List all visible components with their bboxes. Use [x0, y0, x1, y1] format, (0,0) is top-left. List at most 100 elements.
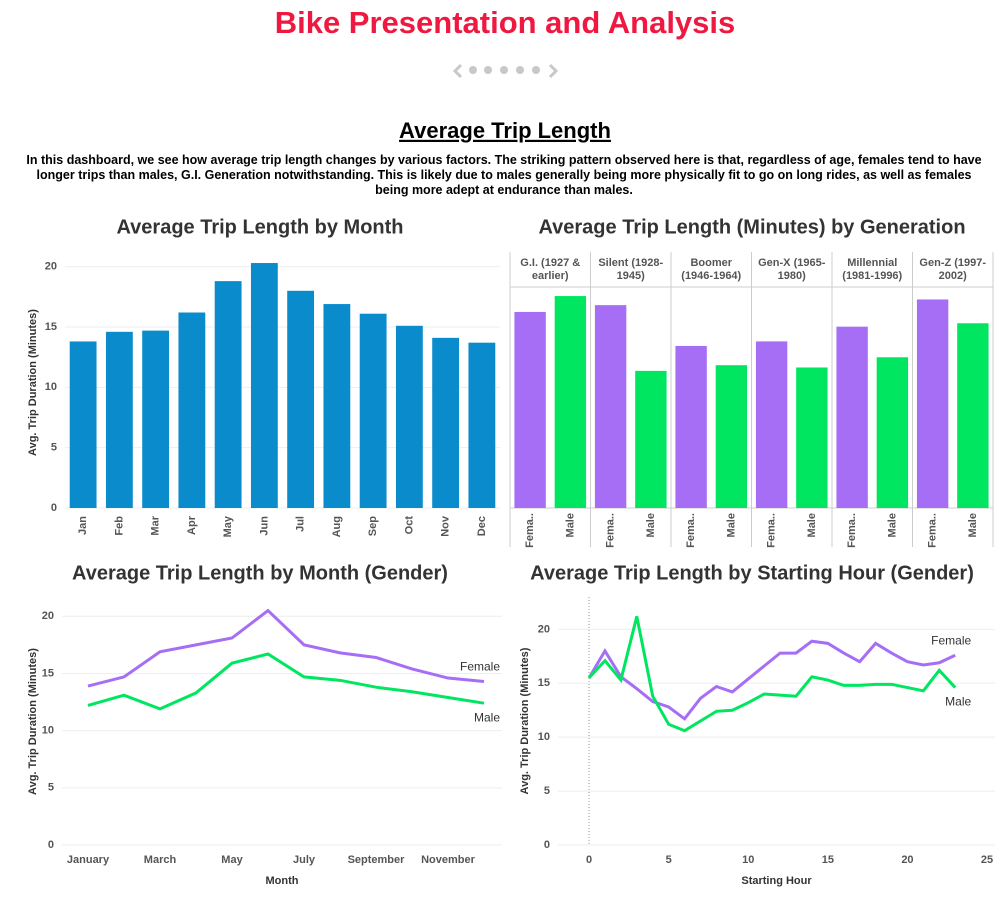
x-tick-label: November — [421, 854, 476, 866]
y-tick-label: 10 — [42, 725, 54, 737]
x-axis-label: Starting Hour — [741, 875, 812, 887]
y-tick-label: 15 — [42, 667, 54, 679]
x-tick-label: 5 — [666, 854, 672, 866]
x-tick-label: 20 — [901, 854, 913, 866]
y-tick-label: 0 — [544, 839, 550, 851]
x-tick-label: Male — [564, 513, 576, 537]
x-tick-label: Sep — [367, 516, 379, 536]
x-tick-label: 10 — [742, 854, 754, 866]
panel-header: Gen-X (1965-1980) — [758, 257, 826, 282]
x-tick-label: May — [222, 515, 234, 537]
y-tick-label: 20 — [42, 610, 54, 622]
x-tick-label: Feb — [113, 516, 125, 536]
bar — [514, 311, 546, 508]
x-tick-label: Fema.. — [685, 513, 697, 548]
prev-arrow[interactable] — [452, 63, 463, 79]
x-tick-label: Jan — [77, 516, 89, 535]
chart-title: Average Trip Length (Minutes) by Generat… — [538, 216, 965, 238]
x-tick-label: Jul — [295, 516, 307, 532]
chart-title: Average Trip Length by Starting Hour (Ge… — [530, 562, 974, 584]
x-tick-label: Aug — [331, 516, 343, 537]
bar — [755, 341, 788, 508]
bar — [715, 365, 748, 508]
bar — [359, 313, 387, 508]
bar — [287, 290, 315, 508]
bar — [635, 370, 667, 508]
y-tick-label: 5 — [51, 442, 57, 454]
panel-header: Silent (1928-1945) — [598, 257, 664, 282]
y-tick-label: 10 — [45, 381, 57, 393]
bar — [916, 299, 949, 508]
x-tick-label: Fema.. — [766, 513, 778, 548]
x-tick-label: July — [293, 854, 316, 866]
nav-dot[interactable] — [516, 66, 524, 74]
next-arrow[interactable] — [548, 63, 559, 79]
x-tick-label: Fema.. — [605, 513, 617, 548]
y-tick-label: 5 — [48, 782, 54, 794]
bar — [554, 296, 587, 508]
panel-header: Millennial (1981-1996) — [842, 257, 903, 282]
nav-dot[interactable] — [469, 66, 477, 74]
x-tick-label: Dec — [476, 516, 488, 536]
x-tick-label: Male — [645, 513, 657, 537]
line-series — [587, 616, 957, 733]
x-tick-label: Oct — [403, 516, 415, 535]
bar — [796, 367, 828, 508]
y-axis-label: Avg. Trip Duration (Minutes) — [27, 648, 39, 795]
nav-dot[interactable] — [500, 66, 508, 74]
line-series — [587, 639, 956, 721]
y-tick-label: 0 — [48, 839, 54, 851]
y-tick-label: 0 — [51, 502, 57, 514]
panel-header: Gen-Z (1997-2002) — [919, 257, 987, 282]
section-title: Average Trip Length — [399, 118, 611, 143]
x-tick-label: January — [67, 854, 110, 866]
nav-dot[interactable] — [532, 66, 540, 74]
bar — [836, 326, 868, 508]
chart-title: Average Trip Length by Month — [116, 216, 403, 238]
y-tick-label: 20 — [45, 261, 57, 273]
y-tick-label: 15 — [538, 677, 550, 689]
x-tick-label: March — [144, 854, 177, 866]
bar — [142, 330, 170, 508]
line-series — [87, 652, 485, 711]
y-tick-label: 15 — [45, 321, 57, 333]
x-tick-label: Fema.. — [927, 513, 939, 548]
x-tick-label: 25 — [981, 854, 993, 866]
bar — [395, 325, 423, 508]
bar — [214, 281, 242, 508]
bar — [323, 304, 351, 508]
x-tick-label: September — [348, 854, 406, 866]
panel-header: Boomer (1946-1964) — [681, 257, 742, 282]
slide-nav[interactable] — [452, 63, 559, 79]
x-tick-label: Male — [886, 513, 898, 537]
y-tick-label: 20 — [538, 623, 550, 635]
panel-header: G.I. (1927 & earlier) — [520, 257, 581, 282]
bar — [69, 341, 97, 508]
nav-dot[interactable] — [484, 66, 492, 74]
series-label: Female — [931, 633, 971, 647]
bar — [675, 345, 707, 508]
y-tick-label: 5 — [544, 785, 550, 797]
x-tick-label: Male — [806, 513, 818, 537]
x-tick-label: Male — [725, 513, 737, 537]
y-axis-label: Avg. Trip Duration (Minutes) — [519, 647, 531, 794]
bar — [432, 337, 460, 508]
x-axis-label: Month — [266, 875, 299, 887]
series-label: Female — [460, 660, 500, 674]
bar — [105, 331, 133, 508]
description: In this dashboard, we see how average tr… — [26, 153, 982, 197]
bar — [178, 312, 206, 508]
y-axis-label: Avg. Trip Duration (Minutes) — [27, 309, 39, 456]
x-tick-label: Jun — [258, 516, 270, 536]
x-tick-label: 15 — [822, 854, 834, 866]
series-label: Male — [945, 695, 971, 709]
series-label: Male — [474, 710, 500, 724]
page-title: Bike Presentation and Analysis — [275, 5, 736, 40]
y-tick-label: 10 — [538, 731, 550, 743]
x-tick-label: Fema.. — [524, 513, 536, 548]
bar — [594, 305, 627, 508]
x-tick-label: Nov — [440, 515, 452, 537]
line-series — [87, 608, 485, 688]
